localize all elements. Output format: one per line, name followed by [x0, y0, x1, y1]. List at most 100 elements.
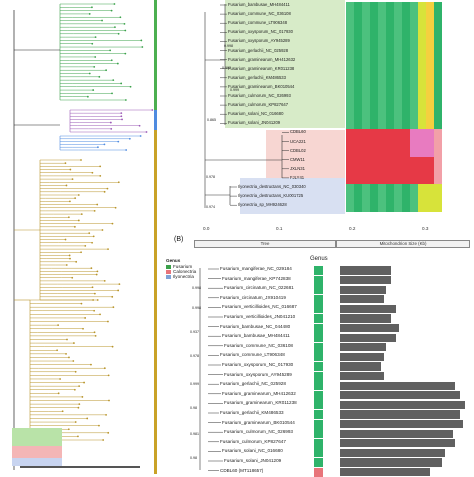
- heatmap-cell: [346, 47, 354, 58]
- taxon-label: Fusarium_oxysporum_AY945289: [224, 371, 292, 377]
- heatmap-cell: [386, 56, 394, 67]
- heatmap-cell: [362, 65, 370, 76]
- tip-dot: [93, 309, 96, 312]
- heatmap-cell: [418, 29, 426, 40]
- heatmap-cell: [418, 147, 426, 158]
- taxon-label: Fusarium_verticillioides_NC_016687: [222, 304, 297, 310]
- heatmap-cell: [370, 184, 378, 194]
- genus-cell: [314, 362, 323, 372]
- heatmap-cell: [394, 11, 402, 22]
- taxon-label: Fusarium_solani_JN041209: [228, 120, 281, 126]
- taxon-label: Fusarium_culmorum_KP827647: [228, 102, 289, 108]
- tip-dot: [83, 381, 85, 384]
- heatmap-cell: [370, 74, 378, 85]
- genus-cell: [314, 429, 323, 439]
- tip-dot: [114, 26, 116, 29]
- heatmap-cell: [370, 56, 378, 67]
- heatmap-cell: [402, 184, 410, 194]
- heatmap-cell: [370, 102, 378, 113]
- heatmap-cell: [386, 47, 394, 58]
- heatmap-cell: [354, 193, 362, 204]
- heatmap-cell: [386, 147, 394, 158]
- genus-cell: [314, 342, 323, 352]
- taxon-label: Fusarium_gerlachii_KM486533: [228, 74, 286, 80]
- heatmap-cell: [346, 138, 354, 149]
- heatmap-cell: [394, 111, 402, 122]
- tip-dot: [92, 235, 95, 238]
- bootstrap-value: 0.999: [190, 382, 199, 386]
- tip-dot: [84, 245, 87, 247]
- tip-dot: [129, 85, 132, 88]
- tip-dot: [88, 13, 91, 15]
- tip-dot: [141, 46, 144, 48]
- genus-cell: [314, 314, 323, 324]
- tip-dot: [107, 320, 109, 323]
- fusarium-strip: [154, 0, 157, 110]
- heatmap-cell: [434, 120, 442, 131]
- bootstrap-value: 0.865: [207, 118, 216, 122]
- heatmap-cell: [426, 93, 434, 103]
- heatmap-cell: [354, 111, 362, 122]
- heatmap-cell: [434, 83, 442, 94]
- tree-header-box: Tree: [194, 240, 336, 248]
- taxon-label: Fusarium_graminearum_KR011238: [224, 400, 297, 406]
- tip-dot: [117, 140, 120, 143]
- heatmap-cell: [370, 29, 378, 40]
- bootstrap-value: 0.998: [224, 44, 233, 48]
- bootstrap-value: 0.981: [190, 432, 199, 436]
- genus-cell: [314, 275, 323, 285]
- taxon-label: Fusarium_commune_NC_036108: [228, 11, 291, 17]
- tip-dot: [112, 79, 115, 82]
- mito-size-bar: [340, 381, 456, 390]
- tip-dot: [75, 260, 78, 263]
- heatmap-cell: [394, 20, 402, 31]
- tip-dot: [66, 338, 68, 341]
- heatmap-cell: [362, 138, 370, 149]
- heatmap-cell: [402, 74, 410, 85]
- taxon-label: Fusarium_oxysporum_NC_017930: [222, 362, 294, 367]
- heatmap-cell: [402, 102, 410, 113]
- panel-a-tree: [200, 0, 472, 218]
- tip-dot: [117, 32, 120, 35]
- legend-label: Calonectria: [173, 269, 197, 274]
- tip-dot: [91, 6, 93, 9]
- genus-cell: [314, 381, 323, 391]
- heatmap-cell: [354, 29, 362, 40]
- mito-size-bar: [340, 419, 463, 429]
- heatmap-cell: [394, 102, 402, 113]
- mito-header-box: Mitochondrion Size (Kb): [336, 240, 470, 248]
- heatmap-cell: [378, 102, 386, 113]
- tip-dot: [111, 92, 113, 95]
- bootstrap-value: 0.998: [192, 286, 201, 290]
- heatmap-cell: [402, 174, 410, 185]
- heatmap-cell: [346, 38, 354, 49]
- heatmap-cell: [418, 47, 426, 58]
- heatmap-cell: [394, 138, 402, 149]
- heatmap-cell: [418, 20, 426, 31]
- heatmap-cell: [418, 111, 426, 122]
- heatmap-cell: [410, 65, 418, 76]
- genus-cell: [314, 419, 323, 429]
- heatmap-cell: [346, 20, 354, 31]
- mito-size-bar: [340, 333, 397, 342]
- tip-dot: [71, 276, 74, 279]
- heatmap-cell: [426, 29, 434, 40]
- heatmap-cell: [402, 83, 410, 94]
- tip-dot: [88, 232, 91, 235]
- heatmap-cell: [394, 83, 402, 94]
- tip-dot: [90, 363, 92, 366]
- heatmap-cell: [410, 147, 418, 158]
- heatmap-cell: [354, 156, 362, 167]
- heatmap-cell: [402, 120, 410, 131]
- heatmap-cell: [426, 111, 434, 122]
- tip-dot: [73, 388, 76, 391]
- heatmap-cell: [378, 184, 386, 194]
- heatmap-cell: [362, 83, 370, 94]
- heatmap-cell: [434, 47, 442, 58]
- mito-size-bar: [340, 343, 387, 352]
- heatmap-cell: [378, 47, 386, 58]
- legend-title: Genus: [166, 258, 181, 263]
- taxon-label: Fusarium_graminearum_MH412632: [228, 56, 296, 62]
- bootstrap-value: 0.978: [206, 175, 215, 179]
- taxon-label: Fusarium_commune_LT906348: [228, 20, 288, 26]
